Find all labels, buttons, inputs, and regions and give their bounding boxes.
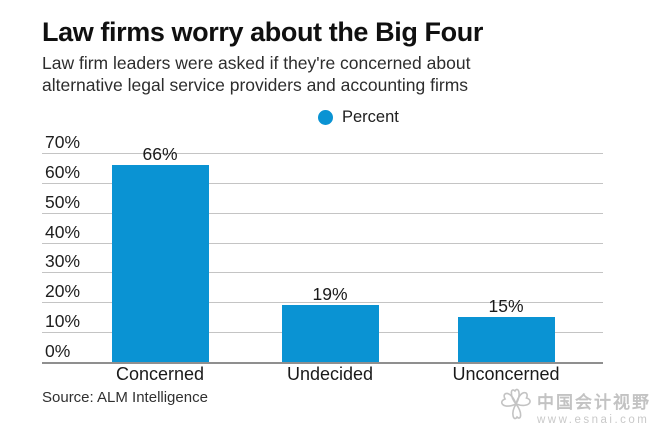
- x-axis-label-undecided: Undecided: [286, 364, 374, 384]
- legend-marker-dot-icon: [318, 110, 333, 125]
- chart-subtitle-line1: Law firm leaders were asked if they're c…: [42, 53, 471, 73]
- plot-area: 70% 60% 50% 40% 30% 20% 10% 0% 66% 19% 15%: [42, 132, 603, 364]
- value-label-undecided: 19%: [312, 284, 348, 304]
- x-axis-label-concerned: Concerned: [115, 364, 205, 384]
- gridline: [42, 153, 603, 154]
- bar-unconcerned: [457, 317, 555, 362]
- y-tick-label: 0%: [45, 341, 71, 361]
- clover-logo-icon: [497, 384, 535, 427]
- gridline: [42, 213, 603, 214]
- gridline: [42, 243, 603, 244]
- y-tick-label: 50%: [45, 192, 81, 212]
- chart-subtitle-line2: alternative legal service providers and …: [42, 74, 469, 95]
- gridline: [42, 272, 603, 273]
- bar-concerned: [111, 165, 209, 362]
- y-tick-label: 70%: [45, 132, 81, 152]
- gridline: [42, 302, 603, 303]
- y-tick-label: 40%: [45, 222, 81, 242]
- bar-undecided: [281, 305, 379, 362]
- legend: Percent: [318, 108, 399, 127]
- y-tick-label: 10%: [45, 311, 81, 331]
- chart-subtitle: Law firm leaders were asked if they're c…: [42, 53, 470, 96]
- legend-label: Percent: [342, 108, 399, 126]
- value-label-concerned: 66%: [142, 144, 178, 164]
- source-text: Source: ALM Intelligence: [42, 389, 208, 406]
- watermark: 中国会计视野 www.esnai.com: [497, 384, 651, 427]
- gridline: [42, 183, 603, 184]
- x-axis-label-unconcerned: Unconcerned: [452, 364, 560, 384]
- chart-title: Law firms worry about the Big Four: [42, 17, 483, 47]
- value-label-unconcerned: 15%: [488, 296, 524, 316]
- watermark-brand: 中国会计视野: [537, 392, 651, 412]
- y-tick-label: 60%: [45, 162, 81, 182]
- watermark-url: www.esnai.com: [537, 413, 650, 426]
- y-tick-label: 20%: [45, 281, 81, 301]
- y-tick-label: 30%: [45, 251, 81, 271]
- x-axis-line: [42, 362, 603, 364]
